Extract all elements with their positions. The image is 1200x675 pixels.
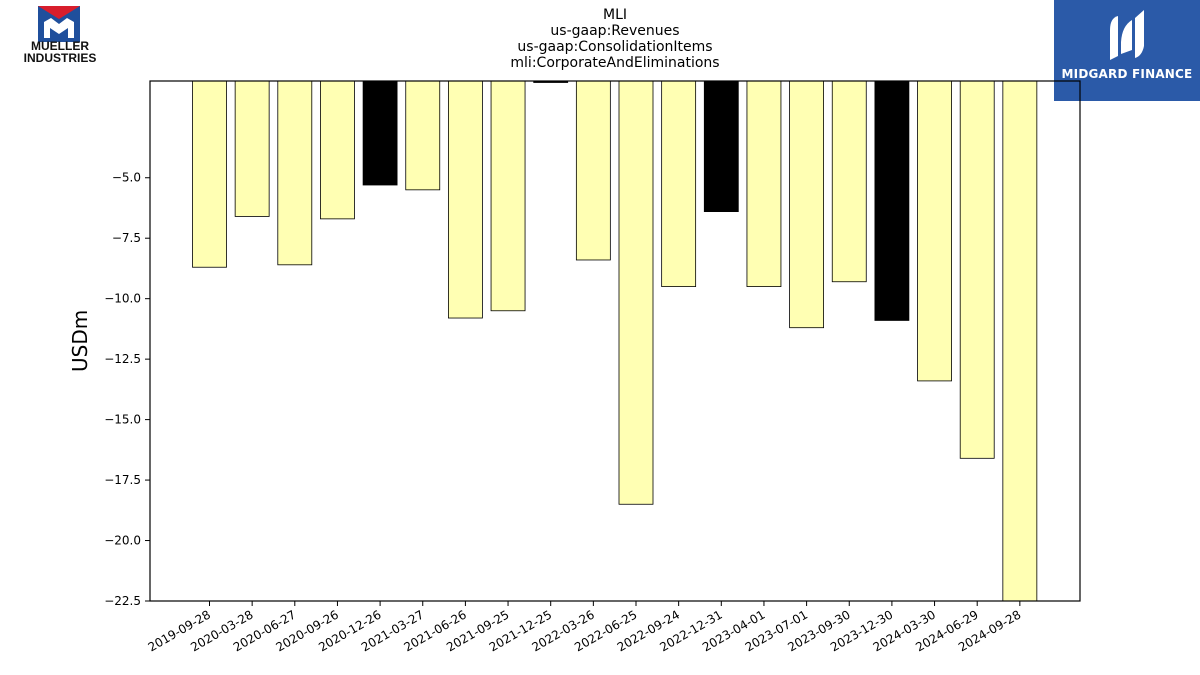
bar-2020-12-26: [362, 80, 398, 186]
y-tick-label: −10.0: [104, 292, 141, 306]
plot-frame: [149, 80, 1081, 602]
y-tick-label: −22.5: [104, 594, 141, 608]
midgard-brand-name: MIDGARD FINANCE: [1061, 67, 1193, 81]
bar-2023-07-01: [789, 80, 824, 329]
title-line-axis: us-gaap:ConsolidationItems: [517, 39, 713, 55]
y-axis: −5.0 −7.5 −10.0 −12.5 −15.0 −17.5 −20.0 −22.5: [104, 171, 150, 608]
y-axis-label: USDm: [68, 309, 92, 372]
y-tick-label: −7.5: [112, 231, 141, 245]
midgard-emblem-icon: [1110, 10, 1144, 60]
bar-2022-06-25: [618, 80, 654, 505]
mueller-emblem-icon: [38, 6, 80, 42]
title-line-member: mli:CorporateAndEliminations: [510, 55, 720, 71]
bar-2024-06-29: [959, 80, 995, 459]
bar-2020-09-26: [320, 80, 355, 220]
title-line-metric: us-gaap:Revenues: [550, 23, 680, 39]
y-tick-label: −12.5: [104, 352, 141, 366]
y-tick-label: −5.0: [112, 171, 141, 185]
bar-2020-06-27: [277, 80, 313, 266]
y-tick-label: −15.0: [104, 413, 141, 427]
bar-2024-09-28: [1002, 80, 1038, 602]
bar-2021-06-26: [447, 80, 483, 319]
midgard-logo: MIDGARD FINANCE: [1054, 0, 1200, 101]
bar-2020-03-28: [234, 80, 270, 217]
bars-group: [192, 80, 1038, 602]
bar-2022-12-31: [703, 80, 739, 213]
y-tick-label: −20.0: [104, 534, 141, 548]
bar-2019-09-28: [192, 80, 227, 268]
mueller-brand-line-2: INDUSTRIES: [23, 51, 97, 65]
bar-2024-03-30: [917, 80, 952, 382]
bar-2022-03-26: [575, 80, 611, 261]
bar-2022-09-24: [661, 80, 697, 287]
bar-2021-09-25: [490, 80, 526, 312]
x-axis: 2019-09-282020-03-282020-06-272020-09-26…: [146, 601, 1023, 654]
title-line-ticker: MLI: [602, 7, 627, 23]
bar-2021-03-27: [405, 80, 441, 191]
mueller-logo: MUELLER INDUSTRIES: [20, 6, 100, 68]
mueller-brand-line-1: MUELLER: [31, 39, 89, 53]
y-tick-label: −17.5: [104, 473, 141, 487]
bar-2023-09-30: [831, 80, 867, 283]
bar-2023-04-01: [746, 80, 782, 287]
bar-2023-12-30: [874, 80, 910, 321]
